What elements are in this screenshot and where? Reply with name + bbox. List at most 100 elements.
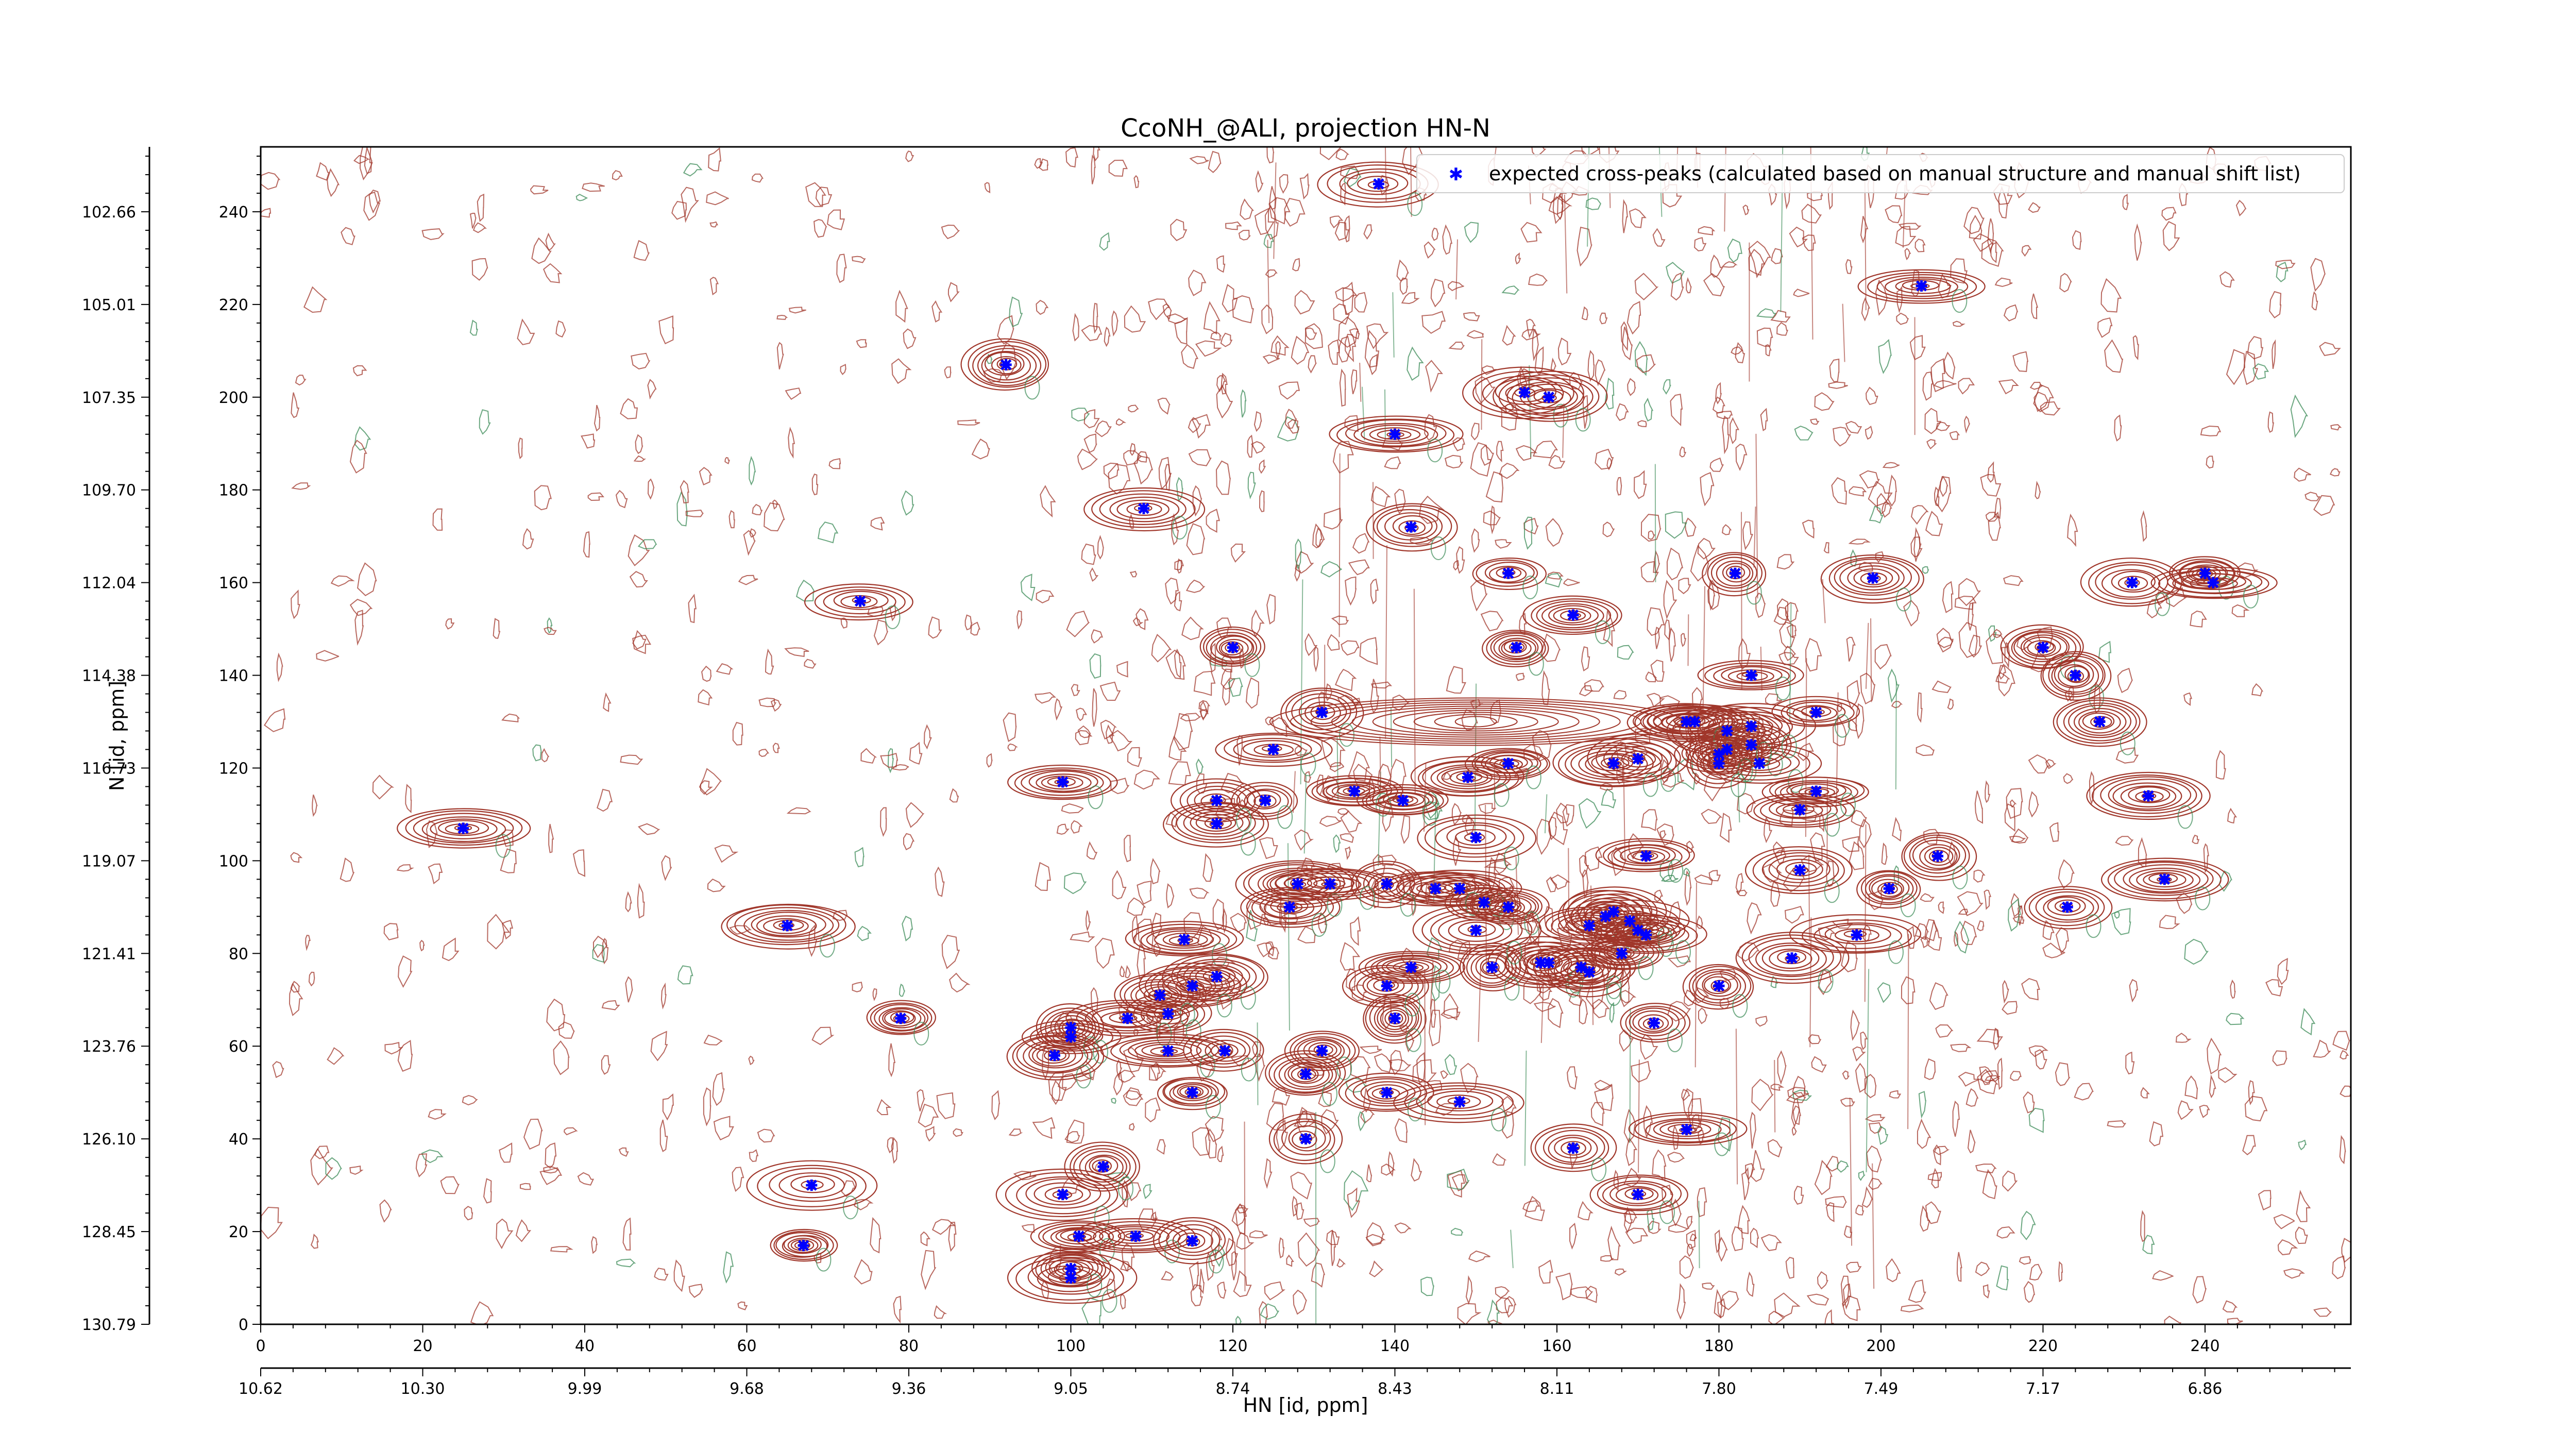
peak-contour — [1218, 638, 1249, 658]
noise-contour — [1181, 344, 1199, 369]
noise-contour — [1931, 680, 1952, 693]
noise-contour — [1877, 1125, 1889, 1145]
negative-contour — [885, 605, 901, 629]
noise-contour — [2049, 822, 2060, 842]
noise-contour — [1394, 488, 1406, 514]
noise-contour — [1125, 1182, 1142, 1202]
noise-contour — [2031, 293, 2039, 319]
noise-contour — [1755, 1016, 1768, 1027]
noise-contour — [2218, 870, 2232, 892]
peak-contour — [1100, 1033, 1233, 1068]
noise-contour — [953, 1128, 963, 1137]
noise-contour — [625, 891, 632, 913]
peak-contour — [1366, 1084, 1409, 1102]
expected-cross-peak — [1502, 757, 1514, 769]
noise-contour — [1390, 1050, 1403, 1075]
peak-contour — [1280, 687, 1364, 739]
negative-contour — [1405, 1028, 1421, 1052]
noise-contour — [1805, 638, 1822, 672]
noise-contour — [1496, 441, 1504, 463]
noise-contour — [811, 1026, 835, 1046]
noise-contour — [544, 627, 557, 635]
noise-contour — [1300, 857, 1316, 879]
expected-cross-peak — [2061, 901, 2073, 913]
expected-cross-peak — [1745, 720, 1757, 732]
peak-contour — [1609, 1182, 1667, 1206]
noise-contour — [1697, 1187, 1707, 1218]
peak-contour — [1235, 860, 1360, 908]
noise-contour — [1247, 434, 1254, 458]
peak-contour — [1176, 805, 1256, 840]
peak-contour — [1722, 563, 1751, 583]
noise-contour — [1173, 713, 1193, 751]
noise-contour — [532, 744, 542, 762]
noise-contour — [1423, 241, 1436, 259]
expected-cross-peak — [1721, 744, 1733, 755]
peak-contour — [1374, 1001, 1417, 1035]
noise-contour — [1601, 788, 1617, 808]
peak-contour — [1120, 974, 1201, 1014]
peak-contour — [1493, 635, 1539, 661]
peak-contour — [746, 1160, 878, 1211]
peak-contour — [1558, 742, 1669, 786]
peak-contour — [1369, 998, 1419, 1037]
peak-contour — [1045, 1010, 1096, 1046]
noise-contour — [1846, 1261, 1862, 1273]
peak-contour — [1867, 272, 1977, 302]
noise-contour — [2012, 916, 2025, 924]
noise-contour — [1225, 221, 1242, 230]
noise-contour — [680, 480, 689, 503]
noise-contour — [815, 187, 833, 206]
noise-contour — [1230, 1055, 1250, 1067]
noise-contour — [1471, 423, 1480, 441]
noise-contour — [1792, 1105, 1802, 1125]
noise-contour — [1446, 666, 1466, 694]
peak-contour — [743, 909, 834, 941]
ridge-contour — [1331, 703, 1621, 740]
noise-contour — [1793, 1186, 1804, 1205]
peak-contour — [981, 351, 1031, 381]
noise-contour — [1616, 477, 1622, 496]
peak-contour — [2040, 651, 2112, 701]
noise-contour — [716, 663, 734, 675]
noise-contour — [2003, 304, 2019, 322]
noise-contour — [1787, 1087, 1809, 1100]
noise-contour — [1370, 578, 1379, 604]
y-ppm-tick-label: 119.07 — [82, 852, 136, 870]
noise-contour — [1203, 301, 1221, 335]
peak-contour — [1792, 705, 1838, 721]
noise-contour — [1020, 574, 1036, 601]
noise-contour — [1250, 441, 1266, 454]
noise-contour — [349, 440, 367, 474]
streak-contour — [1410, 147, 1412, 217]
noise-contour — [1216, 384, 1233, 419]
peak-contour — [1190, 1032, 1258, 1068]
noise-contour — [1900, 1304, 1924, 1312]
noise-contour — [1515, 445, 1538, 461]
noise-contour — [1092, 688, 1097, 727]
y-ppm-tick-label: 109.70 — [82, 482, 136, 500]
noise-contour — [891, 764, 909, 771]
noise-contour — [1845, 420, 1862, 434]
noise-contour — [515, 1219, 532, 1242]
expected-cross-peak — [1259, 795, 1271, 806]
noise-contour — [1193, 670, 1216, 696]
peak-contour — [1435, 822, 1515, 854]
noise-contour — [1188, 449, 1212, 466]
noise-contour — [1524, 1195, 1545, 1221]
noise-contour — [1292, 1195, 1298, 1217]
noise-contour — [1784, 905, 1804, 924]
peak-contour — [1446, 824, 1507, 849]
ridge-contour — [1393, 710, 1559, 734]
noise-contour — [1832, 716, 1848, 747]
peak-contour — [1752, 850, 1845, 891]
noise-contour — [620, 754, 643, 765]
noise-contour — [1174, 591, 1182, 612]
noise-contour — [1616, 403, 1629, 421]
expected-cross-peak — [1389, 428, 1401, 440]
noise-contour — [1425, 360, 1444, 393]
noise-contour — [1617, 645, 1634, 660]
noise-contour — [1240, 389, 1247, 418]
noise-contour — [928, 616, 942, 639]
noise-contour — [1295, 551, 1314, 574]
